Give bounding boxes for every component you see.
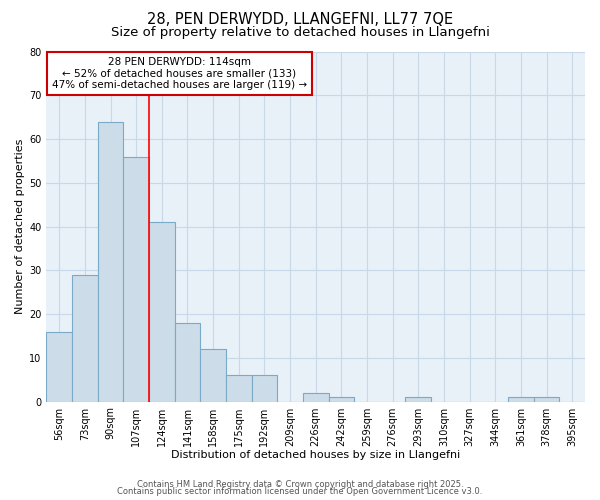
Bar xyxy=(329,397,354,402)
Bar xyxy=(98,122,124,402)
Bar xyxy=(303,393,329,402)
Y-axis label: Number of detached properties: Number of detached properties xyxy=(15,139,25,314)
Bar xyxy=(406,397,431,402)
Text: Size of property relative to detached houses in Llangefni: Size of property relative to detached ho… xyxy=(110,26,490,39)
Bar xyxy=(534,397,559,402)
Bar xyxy=(508,397,534,402)
Bar xyxy=(46,332,72,402)
Text: 28 PEN DERWYDD: 114sqm
← 52% of detached houses are smaller (133)
47% of semi-de: 28 PEN DERWYDD: 114sqm ← 52% of detached… xyxy=(52,57,307,90)
Bar xyxy=(72,274,98,402)
Bar xyxy=(124,156,149,402)
Bar xyxy=(226,376,251,402)
X-axis label: Distribution of detached houses by size in Llangefni: Distribution of detached houses by size … xyxy=(171,450,460,460)
Bar xyxy=(149,222,175,402)
Text: Contains HM Land Registry data © Crown copyright and database right 2025.: Contains HM Land Registry data © Crown c… xyxy=(137,480,463,489)
Text: 28, PEN DERWYDD, LLANGEFNI, LL77 7QE: 28, PEN DERWYDD, LLANGEFNI, LL77 7QE xyxy=(147,12,453,28)
Bar xyxy=(251,376,277,402)
Bar xyxy=(175,323,200,402)
Text: Contains public sector information licensed under the Open Government Licence v3: Contains public sector information licen… xyxy=(118,487,482,496)
Bar xyxy=(200,349,226,402)
